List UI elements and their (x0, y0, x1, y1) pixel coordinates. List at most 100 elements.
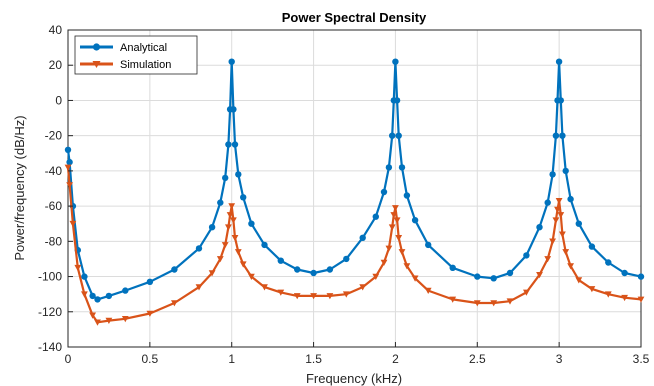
data-point-simulation (395, 235, 403, 242)
data-point-simulation (398, 249, 406, 256)
data-point-analytical (474, 273, 481, 280)
data-point-simulation (64, 164, 72, 171)
data-point-simulation (105, 317, 113, 324)
data-point-simulation (393, 217, 401, 224)
data-point-analytical (552, 132, 560, 139)
data-point-analytical (372, 213, 379, 220)
data-point-simulation (549, 238, 556, 245)
data-point-analytical (171, 266, 178, 273)
data-point-simulation (449, 296, 457, 303)
data-point-analytical (449, 264, 456, 271)
data-point-analytical (555, 58, 563, 65)
data-point-analytical (94, 296, 101, 303)
y-tick-label: -60 (45, 199, 63, 213)
y-tick-label: 40 (49, 23, 63, 37)
data-point-simulation (261, 284, 268, 291)
data-point-simulation (239, 261, 247, 268)
data-point-simulation (121, 316, 129, 323)
data-point-simulation (562, 249, 570, 256)
data-point-analytical (310, 269, 317, 277)
data-point-simulation (69, 220, 77, 228)
series-simulation (64, 164, 645, 326)
data-point-analytical (588, 243, 596, 250)
x-tick-label: 0.5 (142, 352, 159, 366)
data-point-simulation (230, 217, 237, 224)
data-point-simulation (554, 206, 561, 213)
series-line-analytical (66, 60, 642, 301)
data-point-simulation (359, 284, 367, 291)
data-point-simulation (544, 256, 552, 263)
data-point-analytical (235, 171, 242, 178)
y-tick-label: -40 (45, 164, 63, 178)
data-point-simulation (555, 198, 563, 205)
plot-area-frame (67, 29, 642, 348)
data-point-analytical (277, 257, 284, 264)
data-point-simulation (221, 242, 229, 249)
y-tick-label: -20 (45, 129, 63, 143)
data-point-simulation (621, 294, 628, 302)
data-point-analytical (425, 241, 432, 249)
data-point-simulation (248, 273, 255, 280)
grid (67, 29, 642, 348)
data-point-simulation (637, 296, 645, 303)
chart-title: Power Spectral Density (282, 10, 427, 25)
data-point-simulation (94, 319, 101, 326)
data-point-analytical (621, 269, 628, 277)
data-point-analytical (575, 220, 582, 227)
data-point-analytical (64, 146, 72, 153)
x-tick-label: 3.5 (633, 352, 650, 366)
data-point-analytical (66, 158, 73, 166)
x-axis-label: Frequency (kHz) (306, 371, 402, 386)
data-point-simulation (293, 293, 301, 300)
data-point-simulation (388, 224, 396, 231)
data-point-simulation (277, 289, 285, 296)
data-point-simulation (536, 272, 543, 279)
data-point-simulation (342, 291, 350, 298)
data-point-simulation (326, 293, 334, 300)
series-analytical (64, 58, 645, 303)
data-point-simulation (225, 224, 232, 231)
data-point-simulation (523, 289, 530, 296)
data-point-simulation (372, 273, 380, 280)
data-point-simulation (216, 256, 224, 263)
data-point-analytical (605, 259, 612, 266)
data-point-simulation (392, 205, 399, 212)
legend-marker-simulation (92, 61, 101, 68)
data-point-analytical (557, 97, 564, 104)
data-point-analytical (146, 278, 154, 285)
y-tick-label: -80 (45, 234, 63, 248)
data-point-simulation (146, 310, 154, 317)
x-tick-label: 1.5 (305, 352, 322, 366)
legend-label-simulation: Simulation (120, 59, 171, 71)
x-tick-label: 2.5 (469, 352, 486, 366)
data-point-analytical (89, 292, 96, 300)
data-point-analytical (240, 194, 247, 201)
data-point-analytical (231, 141, 239, 148)
data-point-analytical (261, 241, 268, 249)
data-point-simulation (234, 249, 242, 256)
data-point-simulation (552, 217, 560, 224)
data-point-simulation (559, 231, 566, 238)
data-point-analytical (389, 132, 396, 139)
data-point-analytical (208, 224, 216, 231)
y-tick-label: 20 (49, 58, 63, 72)
data-point-analytical (81, 273, 88, 280)
data-point-simulation (380, 259, 388, 266)
data-point-analytical (122, 287, 129, 294)
data-point-analytical (559, 132, 566, 139)
x-tick-label: 0 (65, 352, 72, 366)
data-point-simulation (171, 300, 178, 307)
data-point-simulation (506, 298, 514, 305)
x-tick-label: 3 (556, 352, 563, 366)
y-tick-label: -120 (38, 305, 62, 319)
data-point-analytical (393, 97, 401, 104)
data-point-simulation (385, 245, 393, 252)
data-point-analytical (403, 192, 411, 199)
data-point-simulation (411, 275, 419, 282)
data-point-analytical (326, 266, 334, 273)
data-point-analytical (392, 58, 399, 65)
data-point-analytical (343, 255, 350, 263)
data-point-analytical (490, 275, 497, 282)
data-point-simulation (310, 293, 317, 300)
data-point-simulation (557, 212, 565, 219)
